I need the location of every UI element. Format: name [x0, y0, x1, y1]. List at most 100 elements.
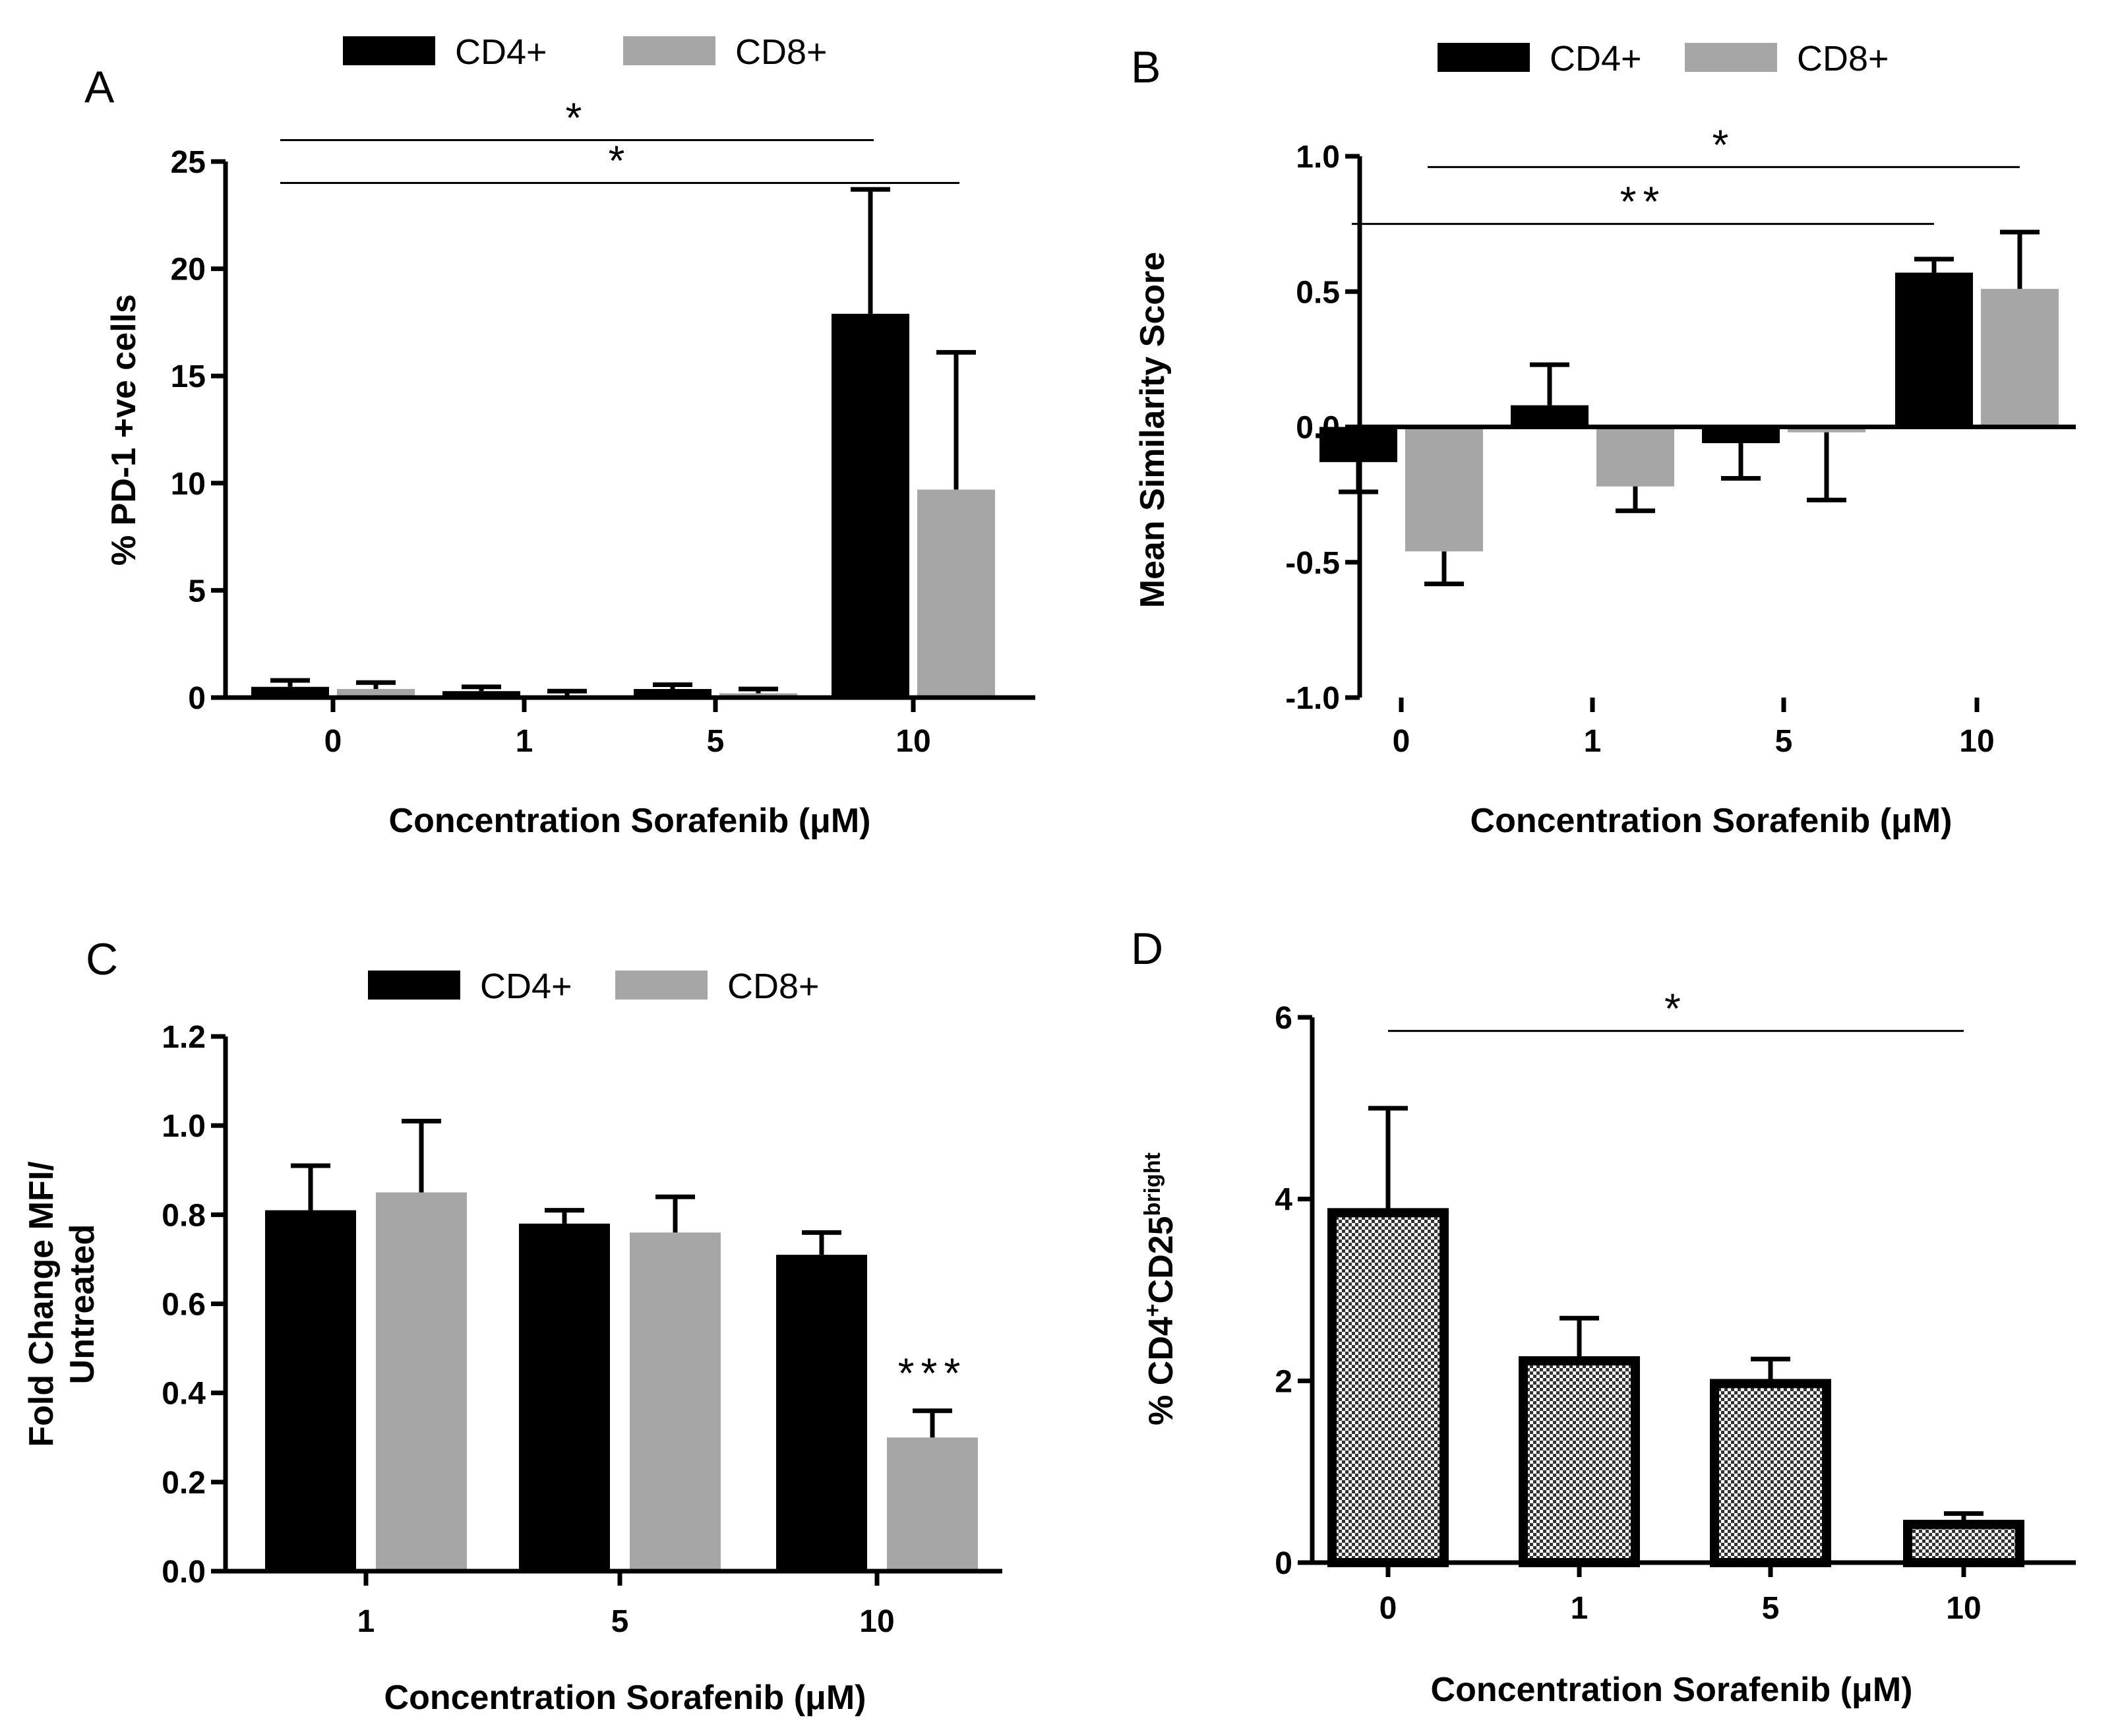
legend: CD4+ CD8+ — [343, 32, 828, 72]
legend-swatch-cd4-plus — [368, 971, 460, 1000]
bar-b-cd4-1 — [1511, 405, 1589, 427]
bar-d-1 — [1519, 1356, 1640, 1567]
y-tick-label: -0.5 — [1285, 546, 1340, 581]
legend-swatch-cd8-plus — [1685, 43, 1777, 72]
x-tick-label: 5 — [611, 1604, 629, 1639]
significance-label: ** — [1620, 178, 1666, 225]
bar-d-5 — [1710, 1379, 1831, 1567]
bar-c-cd4-1 — [265, 1210, 356, 1571]
bar-d-10 — [1903, 1520, 2024, 1568]
bar-d-0 — [1327, 1208, 1449, 1567]
y-tick-label: 25 — [171, 145, 206, 180]
x-tick-label: 0 — [1379, 1591, 1397, 1626]
bar-b-cd8-10 — [1981, 289, 2059, 427]
significance-label: *** — [898, 1350, 967, 1397]
x-tick-label: 10 — [1946, 1591, 1981, 1626]
x-tick-label: 1 — [1571, 1591, 1589, 1626]
x-tick-label: 1 — [357, 1604, 375, 1639]
x-tick-label: 10 — [1959, 724, 1994, 759]
bar-c-cd4-10 — [776, 1255, 867, 1571]
x-axis-title: Concentration Sorafenib (μM) — [384, 1679, 866, 1717]
x-axis-title: Concentration Sorafenib (μM) — [1470, 802, 1953, 840]
legend-label: CD8+ — [727, 967, 820, 1006]
significance-label: * — [1712, 121, 1736, 168]
y-tick-label: -1.0 — [1285, 681, 1340, 716]
y-tick-label: 0.0 — [162, 1555, 206, 1590]
bar-b-cd8-0 — [1405, 427, 1483, 552]
y-axis-title-sup1: + — [1140, 1303, 1165, 1317]
x-tick-label: 5 — [1762, 1591, 1780, 1626]
bar-c-cd8-10 — [887, 1437, 978, 1571]
bar-a-cd4-10 — [832, 313, 909, 698]
y-tick-label: 4 — [1275, 1183, 1292, 1218]
y-tick-label: 10 — [171, 467, 206, 502]
y-tick-label: 20 — [171, 253, 206, 287]
x-tick-label: 5 — [707, 724, 725, 759]
panel-c: C CD4+ CD8+ 0.0 0.2 0.4 0.6 0.8 1.0 1.2 1 5 10 *** Con… — [22, 934, 1002, 1717]
y-axis-title-sup2: bright — [1140, 1152, 1165, 1216]
x-tick-label: 5 — [1775, 724, 1793, 759]
legend-label: CD8+ — [735, 32, 828, 72]
x-axis-title: Concentration Sorafenib (μM) — [389, 802, 871, 840]
bar-b-cd4-5 — [1702, 427, 1780, 444]
bar-a-cd8-10 — [917, 489, 995, 698]
bar-c-cd8-1 — [376, 1192, 467, 1571]
y-tick-label: 0.4 — [162, 1377, 206, 1412]
panel-b: B CD4+ CD8+-1.0-0.50.00.51.00 1 5 10***Concen… — [1131, 39, 2076, 840]
x-axis-title: Concentration Sorafenib (μM) — [1431, 1671, 1913, 1709]
x-tick-label: 0 — [324, 724, 342, 759]
legend: CD4+ CD8+ — [368, 967, 820, 1006]
y-tick-label: 1.0 — [1296, 140, 1340, 175]
y-axis-title-base: % CD4 — [1142, 1317, 1180, 1425]
y-tick-label: 2 — [1275, 1364, 1292, 1399]
legend-label: CD8+ — [1797, 39, 1889, 78]
y-axis-title: % CD4+CD25bright — [1140, 1152, 1180, 1425]
y-tick-label: 5 — [188, 574, 206, 609]
y-tick-label: 1.2 — [162, 1020, 206, 1055]
panel-letter-d: D — [1131, 924, 1163, 974]
legend-label: CD4+ — [1550, 39, 1642, 78]
y-tick-label: 0.2 — [162, 1466, 206, 1501]
bar-c-cd8-5 — [630, 1232, 721, 1571]
x-tick-label: 1 — [1584, 724, 1602, 759]
y-axis-title-line: Fold Change MFI/ — [22, 1161, 61, 1447]
x-tick-label: 10 — [859, 1604, 894, 1639]
legend-swatch-cd8-plus — [623, 36, 715, 65]
y-tick-label: 1.0 — [162, 1109, 206, 1144]
x-tick-label: 10 — [895, 724, 930, 759]
y-axis-title: Mean Similarity Score — [1134, 252, 1172, 608]
panel-letter-b: B — [1131, 42, 1161, 92]
legend-swatch-cd4-plus — [1438, 43, 1530, 72]
y-tick-label: 6 — [1275, 1001, 1292, 1036]
bar-b-cd8-5 — [1788, 427, 1865, 433]
panel-d: D 0 2 4 6 0 1 5 10 * Concentration Sorafenib (μM)%… — [1131, 924, 2076, 1709]
legend-label: CD4+ — [455, 32, 547, 72]
y-tick-label: 0.6 — [162, 1288, 206, 1323]
bar-c-cd4-5 — [519, 1223, 610, 1571]
x-tick-label: 1 — [516, 724, 533, 759]
bar-b-cd8-1 — [1596, 427, 1674, 487]
y-tick-label: 15 — [171, 359, 206, 394]
bar-b-cd4-0 — [1319, 427, 1397, 462]
bar-b-cd4-10 — [1895, 272, 1973, 427]
y-axis-title: % PD-1 +ve cells — [105, 294, 143, 566]
panel-letter-a: A — [84, 62, 115, 112]
legend-swatch-cd8-plus — [615, 971, 708, 1000]
bar-a-cd4-1 — [442, 691, 520, 698]
y-axis-title-line: Untreated — [63, 1224, 102, 1385]
y-tick-label: 0 — [188, 681, 206, 716]
significance-label: * — [566, 94, 589, 141]
significance-label: * — [609, 137, 632, 185]
legend: CD4+ CD8+ — [1438, 39, 1889, 78]
legend-label: CD4+ — [480, 967, 572, 1006]
y-tick-label: 0 — [1275, 1546, 1292, 1581]
y-tick-label: 0.5 — [1296, 275, 1340, 310]
legend-swatch-cd4-plus — [343, 36, 435, 65]
y-axis-title-mid: CD25 — [1142, 1216, 1180, 1303]
y-tick-label: 0.8 — [162, 1198, 206, 1233]
panel-letter-c: C — [86, 934, 118, 984]
bar-a-cd4-0 — [251, 686, 329, 698]
